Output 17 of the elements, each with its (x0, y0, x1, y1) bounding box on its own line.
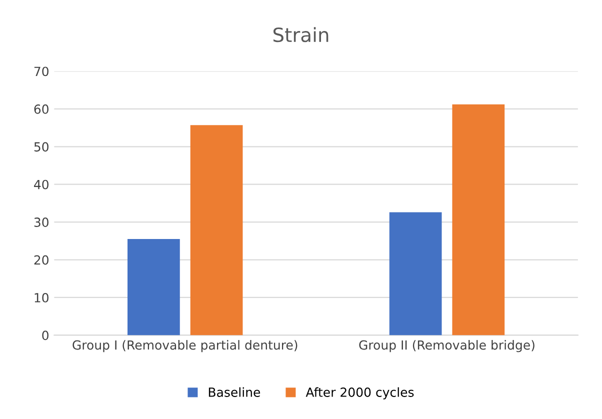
y-tick-label: 0 (42, 330, 48, 340)
y-tick-label: 20 (34, 255, 48, 265)
y-tick-label: 60 (34, 104, 48, 114)
y-tick-label: 10 (34, 292, 48, 302)
bar (128, 239, 180, 336)
x-tick-label: Group I (Removable partial denture) (72, 340, 298, 352)
x-tick-label: Group II (Removable bridge) (359, 340, 534, 352)
bar (389, 212, 442, 336)
legend-label: After 2000 cycles (306, 387, 414, 400)
y-tick-label: 30 (34, 218, 48, 227)
legend-label: Baseline (208, 387, 260, 397)
bar (452, 104, 505, 336)
bar (190, 125, 243, 336)
y-tick-label: 70 (34, 66, 48, 76)
y-tick-label: 50 (34, 142, 48, 152)
y-tick-label: 40 (34, 180, 48, 190)
chart-title: Strain (273, 27, 328, 42)
